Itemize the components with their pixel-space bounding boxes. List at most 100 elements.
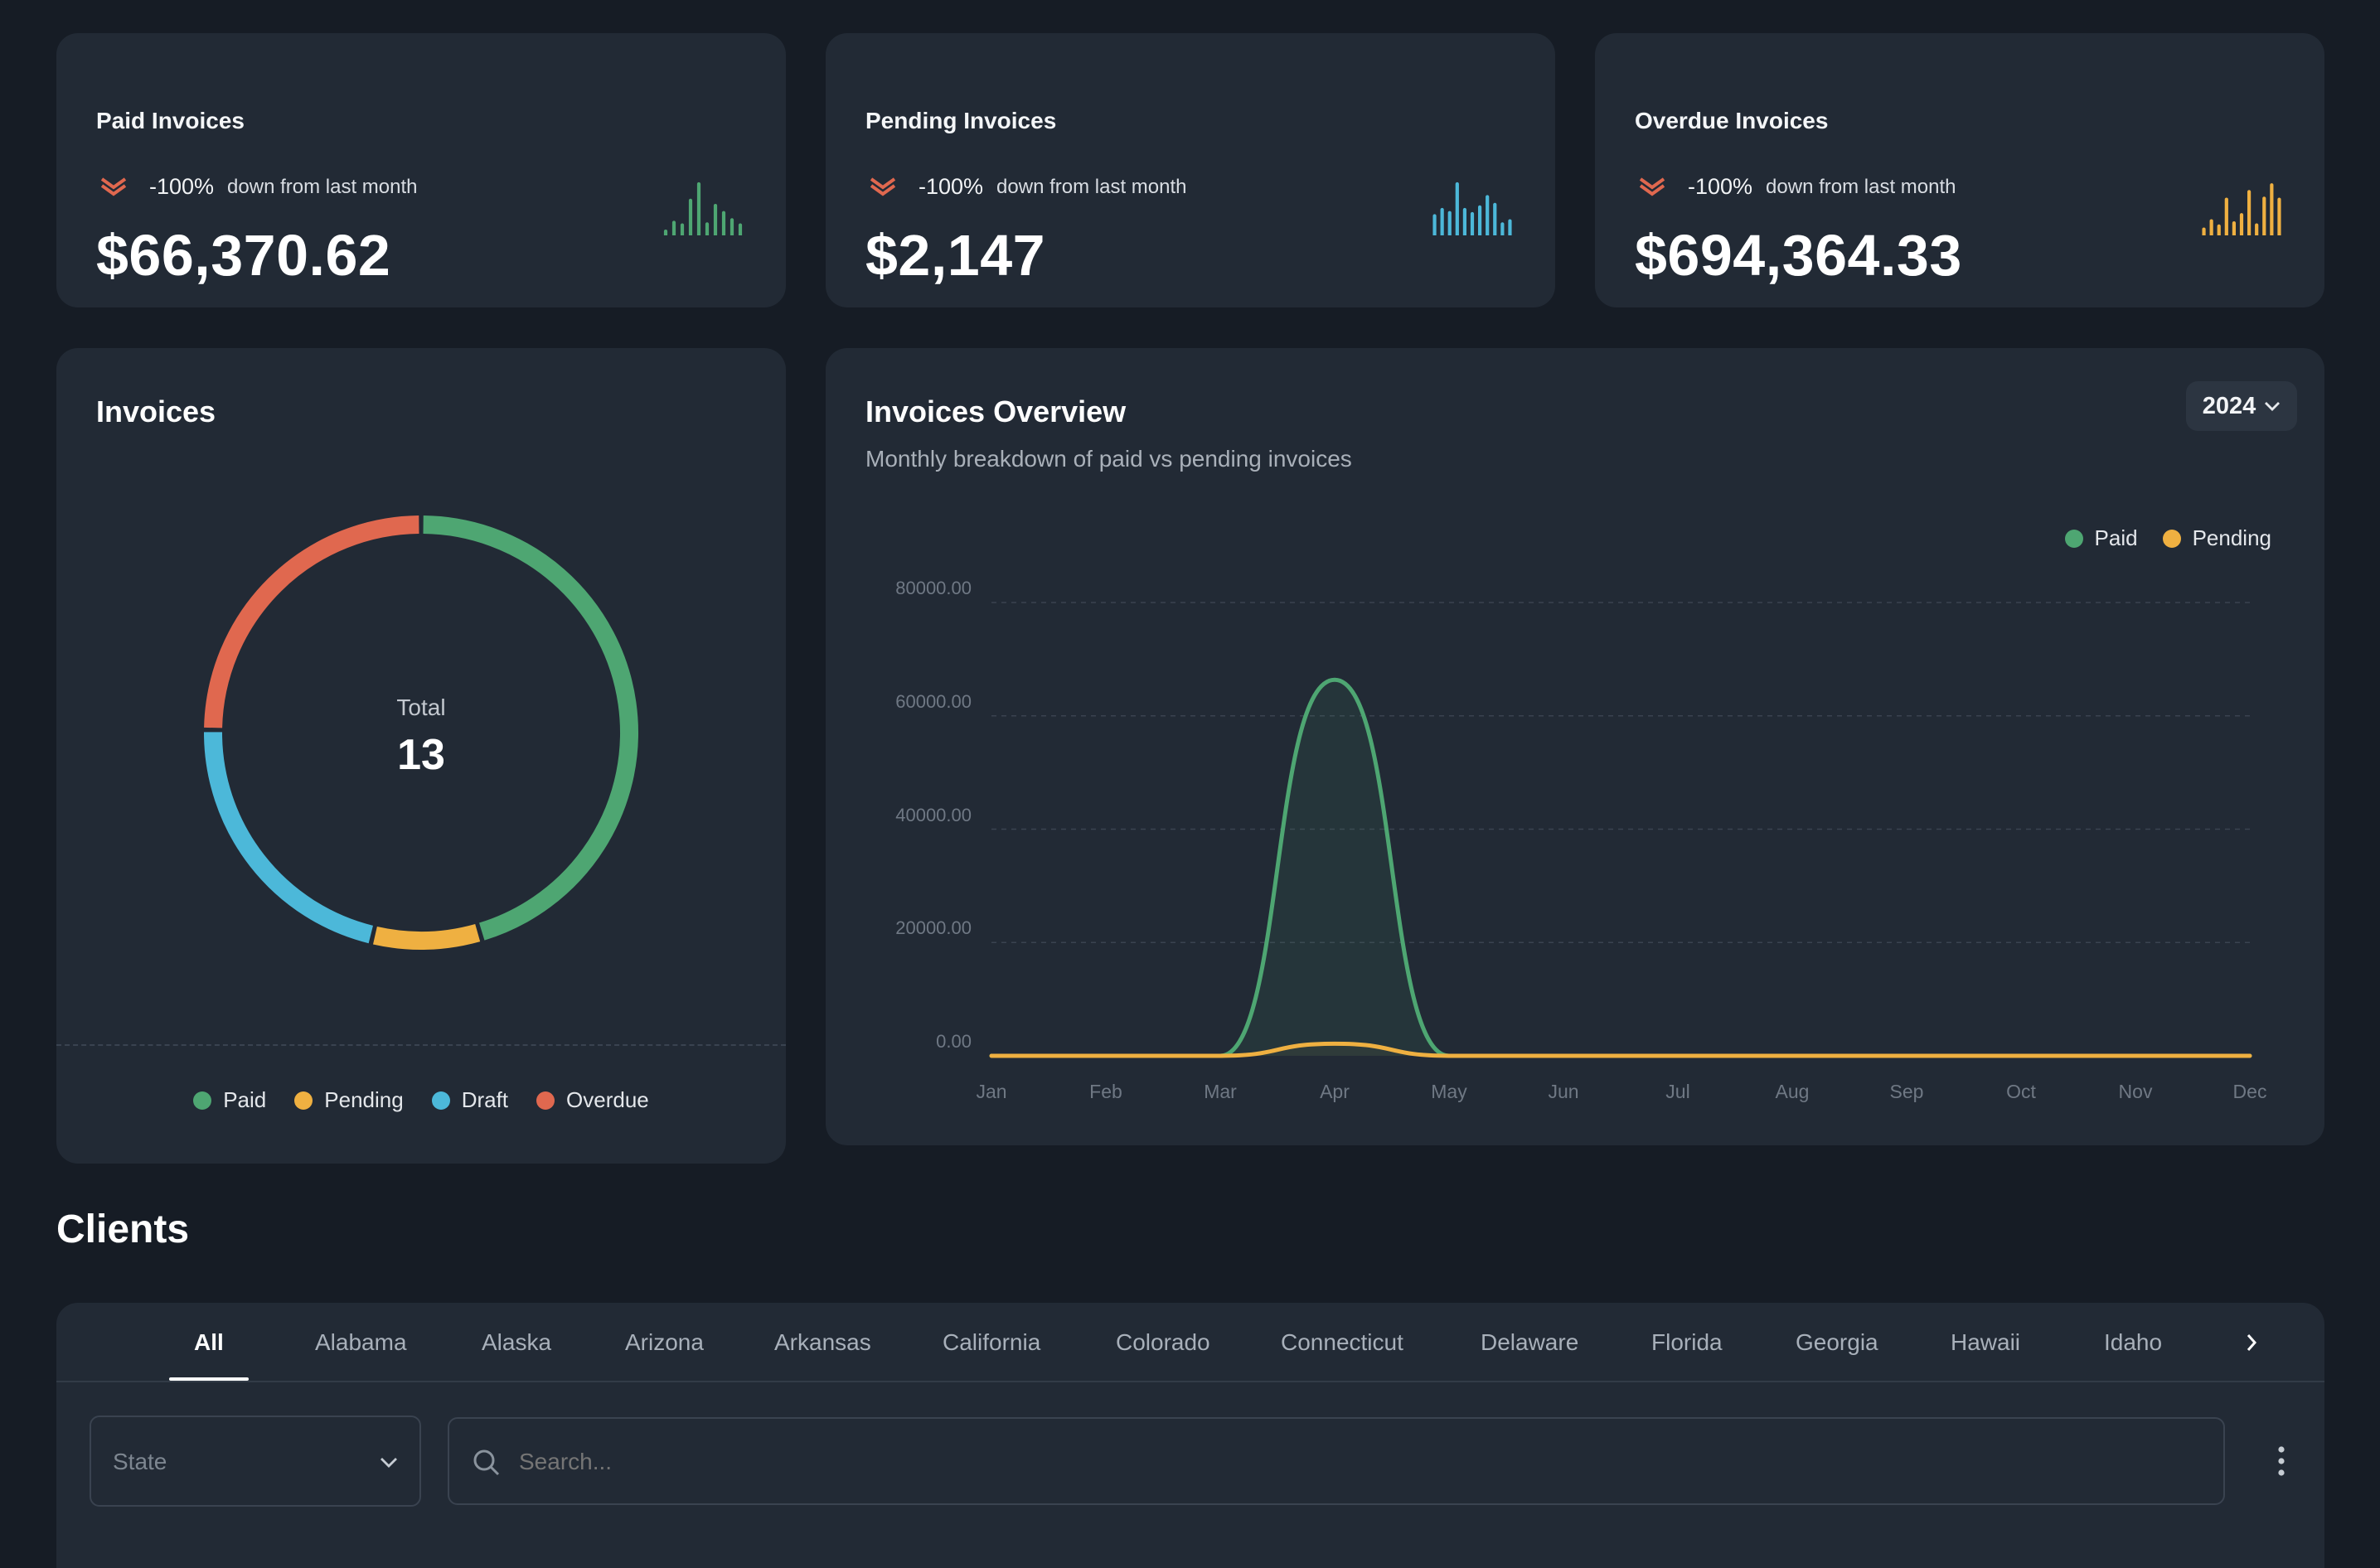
legend-item-draft: Draft bbox=[431, 1087, 509, 1113]
trend-percent: -100% bbox=[149, 174, 215, 199]
tab-delaware[interactable]: Delaware bbox=[1481, 1329, 1579, 1355]
x-tick-label: Aug bbox=[1775, 1081, 1810, 1102]
legend-label: Overdue bbox=[566, 1087, 649, 1112]
tab-all[interactable]: All bbox=[194, 1329, 224, 1355]
donut-legend: Paid Pending Draft Overdue bbox=[56, 1087, 786, 1113]
legend-label: Draft bbox=[461, 1087, 509, 1112]
legend-label: Paid bbox=[2094, 525, 2138, 550]
x-tick-label: Apr bbox=[1320, 1081, 1350, 1102]
donut-total-value: 13 bbox=[397, 731, 445, 779]
x-tick-label: Mar bbox=[1204, 1081, 1237, 1102]
tab-florida[interactable]: Florida bbox=[1651, 1329, 1723, 1355]
invoices-title: Invoices bbox=[96, 394, 216, 428]
tab-hawaii[interactable]: Hawaii bbox=[1951, 1329, 2021, 1355]
donut-slice-draft[interactable] bbox=[204, 732, 373, 944]
state-select-placeholder: State bbox=[113, 1449, 167, 1474]
invoices-card: Invoices Total 13 Paid Pending Draft Overdu… bbox=[56, 348, 786, 1164]
legend-dot bbox=[2162, 529, 2181, 548]
invoices-donut-chart: Total 13 bbox=[204, 515, 638, 950]
x-tick-label: Oct bbox=[2006, 1081, 2036, 1102]
overview-legend: Paid Pending bbox=[2064, 525, 2271, 551]
sparkline-chart bbox=[663, 181, 743, 235]
overview-subtitle: Monthly breakdown of paid vs pending inv… bbox=[865, 446, 1352, 472]
overview-card: Invoices Overview Monthly breakdown of p… bbox=[826, 348, 2324, 1145]
series-line-pending bbox=[989, 1041, 2252, 1058]
area-fill-paid bbox=[991, 680, 2250, 1056]
y-tick-label: 40000.00 bbox=[895, 804, 972, 825]
active-tab-indicator bbox=[169, 1377, 249, 1381]
legend-label: Pending bbox=[2192, 525, 2271, 550]
trend: -100% down from last month bbox=[869, 174, 1186, 200]
tab-arizona[interactable]: Arizona bbox=[625, 1329, 704, 1355]
tab-alaska[interactable]: Alaska bbox=[482, 1329, 552, 1355]
legend-label: Paid bbox=[223, 1087, 267, 1112]
tab-idaho[interactable]: Idaho bbox=[2104, 1329, 2163, 1355]
tab-connecticut[interactable]: Connecticut bbox=[1281, 1329, 1403, 1355]
legend-dot bbox=[2064, 529, 2083, 548]
sparkline-chart bbox=[1432, 181, 1512, 235]
legend-dot bbox=[536, 1091, 555, 1110]
legend-dot bbox=[294, 1091, 313, 1110]
donut-slice-pending[interactable] bbox=[373, 923, 481, 950]
trend-text: down from last month bbox=[227, 175, 418, 198]
legend-dot bbox=[431, 1091, 450, 1110]
double-chevron-down-icon bbox=[870, 177, 896, 196]
stat-card-pending: Pending Invoices -100% down from last mo… bbox=[826, 33, 1555, 307]
x-tick-label: Jan bbox=[976, 1081, 1007, 1102]
divider bbox=[56, 1044, 786, 1046]
trend-percent: -100% bbox=[1688, 174, 1753, 199]
search-box[interactable] bbox=[448, 1417, 2225, 1505]
chevron-right-icon[interactable] bbox=[2242, 1333, 2261, 1353]
tab-colorado[interactable]: Colorado bbox=[1116, 1329, 1210, 1355]
legend-item-pending: Pending bbox=[294, 1087, 404, 1113]
series-line-paid bbox=[989, 677, 2252, 1058]
clients-card bbox=[56, 1303, 2324, 1568]
tab-alabama[interactable]: Alabama bbox=[315, 1329, 407, 1355]
trend-text: down from last month bbox=[1766, 175, 1956, 198]
legend-item-paid: Paid bbox=[2064, 525, 2138, 551]
x-tick-label: Jun bbox=[1548, 1081, 1579, 1102]
stat-amount: $2,147 bbox=[865, 223, 1046, 288]
y-tick-label: 20000.00 bbox=[895, 917, 972, 939]
x-tick-label: Dec bbox=[2232, 1081, 2267, 1102]
x-tick-label: Sep bbox=[1889, 1081, 1924, 1102]
y-tick-label: 60000.00 bbox=[895, 690, 972, 712]
search-input[interactable] bbox=[517, 1442, 2096, 1482]
sparkline-chart bbox=[2202, 183, 2281, 235]
search-icon bbox=[473, 1449, 500, 1476]
stat-amount: $694,364.33 bbox=[1635, 223, 1962, 288]
chevron-down-icon bbox=[2265, 402, 2281, 411]
x-tick-label: Feb bbox=[1089, 1081, 1122, 1102]
tab-arkansas[interactable]: Arkansas bbox=[774, 1329, 871, 1355]
tab-georgia[interactable]: Georgia bbox=[1796, 1329, 1878, 1355]
year-value: 2024 bbox=[2202, 392, 2256, 419]
stat-title: Overdue Invoices bbox=[1635, 108, 1829, 133]
stat-title: Pending Invoices bbox=[865, 108, 1057, 133]
y-tick-label: 0.00 bbox=[936, 1031, 972, 1052]
tab-california[interactable]: California bbox=[943, 1329, 1041, 1355]
trend-percent: -100% bbox=[919, 174, 984, 199]
more-vertical-icon[interactable] bbox=[2271, 1445, 2291, 1477]
legend-item-overdue: Overdue bbox=[536, 1087, 649, 1113]
trend-text: down from last month bbox=[996, 175, 1187, 198]
invoices-area-chart bbox=[989, 602, 2252, 1058]
legend-item-pending: Pending bbox=[2162, 525, 2271, 551]
overview-title: Invoices Overview bbox=[865, 394, 1127, 428]
legend-item-paid: Paid bbox=[193, 1087, 266, 1113]
x-tick-label: Jul bbox=[1665, 1081, 1690, 1102]
x-tick-label: May bbox=[1431, 1081, 1467, 1102]
stat-title: Paid Invoices bbox=[96, 108, 245, 133]
clients-title: Clients bbox=[56, 1207, 190, 1251]
stat-card-overdue: Overdue Invoices -100% down from last mo… bbox=[1595, 33, 2324, 307]
tabs-divider bbox=[56, 1381, 2324, 1382]
legend-dot bbox=[193, 1091, 212, 1110]
double-chevron-down-icon bbox=[100, 177, 127, 196]
chevron-down-icon bbox=[381, 1458, 397, 1468]
stat-card-paid: Paid Invoices -100% down from last month… bbox=[56, 33, 786, 307]
donut-total-label: Total bbox=[396, 694, 445, 720]
trend: -100% down from last month bbox=[99, 174, 417, 200]
year-select[interactable]: 2024 bbox=[2186, 381, 2297, 431]
donut-slice-paid[interactable] bbox=[423, 515, 638, 941]
state-select[interactable]: State bbox=[90, 1416, 421, 1507]
donut-slice-overdue[interactable] bbox=[204, 515, 419, 728]
